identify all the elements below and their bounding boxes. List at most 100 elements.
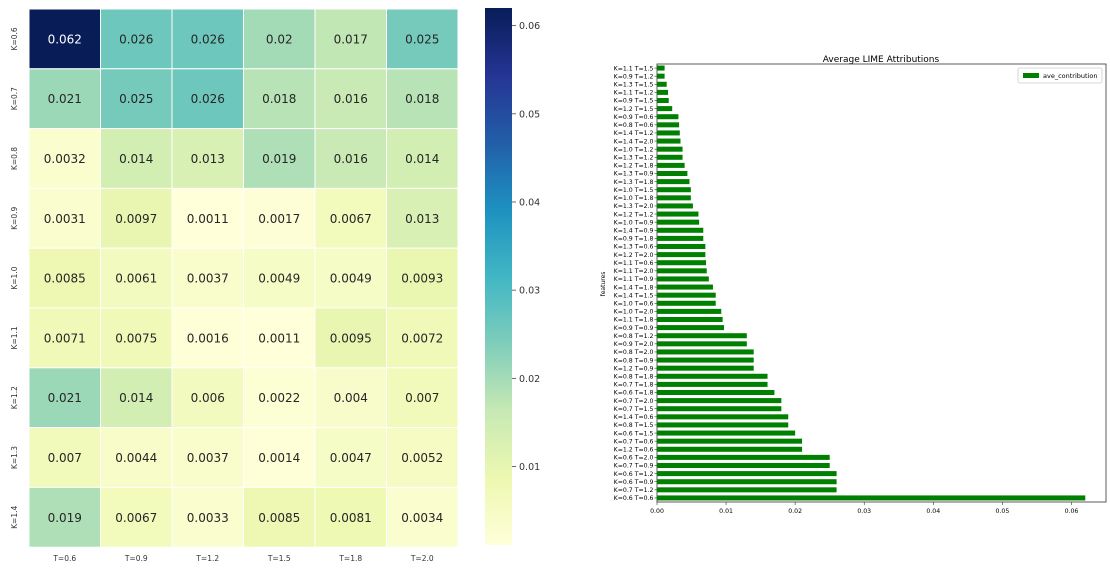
x-tick-label: 0.04: [926, 508, 940, 515]
y-tick-label: K=0.7 T=0.6: [614, 438, 654, 445]
y-tick-label: K=1.2 T=1.5: [614, 106, 654, 113]
heatmap-cell: [314, 187, 387, 249]
y-tick-label: K=1.0 T=1.5: [614, 187, 654, 194]
bar: [657, 316, 723, 323]
bar: [657, 325, 725, 331]
x-tick-label: 0.05: [995, 508, 1009, 515]
heatmap-row-label: K=1.1: [10, 326, 19, 349]
bar: [657, 349, 754, 355]
bar: [657, 454, 830, 460]
heatmap-cell-label: 0.0011: [187, 212, 229, 226]
y-tick-label: K=0.7 T=1.5: [614, 406, 654, 413]
heatmap-cell: [100, 187, 173, 249]
heatmap-cell-label: 0.014: [405, 152, 439, 166]
heatmap-cell: [100, 367, 173, 429]
heatmap-cell-label: 0.0061: [115, 272, 157, 286]
heatmap-cell-label: 0.02: [266, 32, 293, 46]
heatmap-col-label: T=2.0: [410, 554, 434, 563]
y-tick-label: K=0.7 T=0.9: [614, 463, 654, 470]
y-tick-label: K=0.7 T=1.8: [614, 382, 654, 389]
bar-chart-title: Average LIME Attributions: [823, 55, 940, 65]
heatmap-cell: [243, 68, 316, 130]
y-tick-label: K=1.1 T=1.5: [614, 65, 654, 72]
heatmap-cell: [243, 128, 316, 189]
y-tick-label: K=0.9 T=1.2: [614, 73, 654, 80]
heatmap-cell: [100, 128, 173, 189]
heatmap-cell-label: 0.026: [191, 32, 225, 46]
y-tick-label: K=1.3 T=0.9: [614, 171, 654, 178]
heatmap-cell-label: 0.0072: [401, 331, 443, 345]
bar: [657, 292, 716, 298]
heatmap-cell-label: 0.0085: [258, 511, 300, 525]
bar: [657, 438, 803, 444]
y-tick-label: K=1.2 T=0.9: [614, 365, 654, 372]
bar-chart-ylabel: features: [600, 272, 607, 297]
bar: [657, 243, 706, 250]
bar: [657, 300, 716, 306]
heatmap-cell-label: 0.0014: [258, 451, 300, 465]
y-tick-label: K=1.4 T=0.9: [614, 227, 654, 234]
y-tick-label: K=1.4 T=0.6: [614, 414, 654, 421]
heatmap-chart: 0.062 0.026 0.026 0.02 0.017 0.025 K=0.6 0.021 0…: [10, 8, 459, 563]
y-tick-label: K=0.9 T=1.5: [614, 98, 654, 105]
heatmap-cell-label: 0.019: [48, 511, 82, 525]
heatmap-row-label: K=1.2: [10, 386, 19, 409]
y-tick-label: K=1.4 T=2.0: [614, 138, 654, 145]
heatmap-cell: [28, 427, 101, 488]
heatmap-cell-label: 0.0011: [258, 331, 300, 345]
colorbar-tick-label: 0.04: [519, 197, 540, 208]
bar: [657, 187, 691, 193]
bar: [657, 462, 830, 469]
bar: [657, 219, 700, 225]
legend-box: [1017, 67, 1103, 84]
lime-bar-chart: Average LIME Attributions features ave_c…: [600, 55, 1107, 515]
heatmap-cell-label: 0.0022: [258, 391, 300, 405]
y-tick-label: K=0.6 T=2.0: [614, 455, 654, 462]
heatmap-cell-label: 0.0095: [330, 331, 372, 345]
heatmap-cell-label: 0.013: [405, 212, 439, 226]
y-tick-label: K=1.1 T=0.9: [614, 276, 654, 283]
y-tick-label: K=0.6 T=1.2: [614, 471, 654, 478]
bar: [657, 406, 782, 412]
colorbar-tick-label: 0.01: [519, 462, 540, 473]
y-tick-label: K=0.9 T=1.8: [614, 236, 654, 243]
y-tick-label: K=1.4 T=1.5: [614, 292, 654, 299]
colorbar-tick-label: 0.05: [519, 109, 540, 120]
heatmap-cell: [28, 307, 101, 369]
bar: [657, 414, 789, 420]
y-tick-label: K=1.0 T=1.2: [614, 146, 654, 153]
x-tick-label: 0.06: [1065, 508, 1079, 515]
bar: [657, 97, 669, 104]
heatmap-cell: [100, 486, 173, 548]
heatmap-cell-label: 0.019: [262, 152, 296, 166]
bar: [657, 146, 683, 152]
heatmap-cell-label: 0.014: [119, 391, 153, 405]
heatmap-cell-label: 0.004: [334, 391, 368, 405]
heatmap-cell: [28, 486, 101, 548]
y-tick-label: K=0.9 T=0.9: [614, 325, 654, 332]
y-tick-label: K=1.0 T=0.9: [614, 219, 654, 226]
heatmap-cell-label: 0.0071: [44, 331, 86, 345]
heatmap-cell: [386, 68, 459, 130]
heatmap-cell: [314, 486, 387, 548]
y-tick-label: K=0.8 T=0.6: [614, 122, 654, 129]
bar: [657, 195, 691, 201]
bar: [657, 284, 713, 290]
colorbar-gradient: [485, 8, 512, 545]
bar: [657, 65, 665, 71]
heatmap-col-label: T=1.8: [338, 554, 362, 563]
y-tick-label: K=0.8 T=1.2: [614, 333, 654, 340]
bar: [657, 389, 775, 396]
heatmap-cell-label: 0.016: [334, 92, 368, 106]
heatmap-cell-label: 0.0037: [187, 451, 229, 465]
bar: [657, 235, 704, 241]
heatmap-cell: [386, 8, 459, 70]
heatmap-cell-label: 0.0052: [401, 451, 443, 465]
colorbar-tick-label: 0.02: [519, 374, 540, 385]
y-tick-label: K=1.1 T=2.0: [614, 268, 654, 275]
y-tick-label: K=1.0 T=0.6: [614, 300, 654, 307]
heatmap-cell: [171, 187, 244, 249]
y-tick-label: K=0.8 T=1.5: [614, 422, 654, 429]
heatmap-cell: [314, 427, 387, 488]
colorbar-tick-label: 0.03: [519, 286, 540, 297]
